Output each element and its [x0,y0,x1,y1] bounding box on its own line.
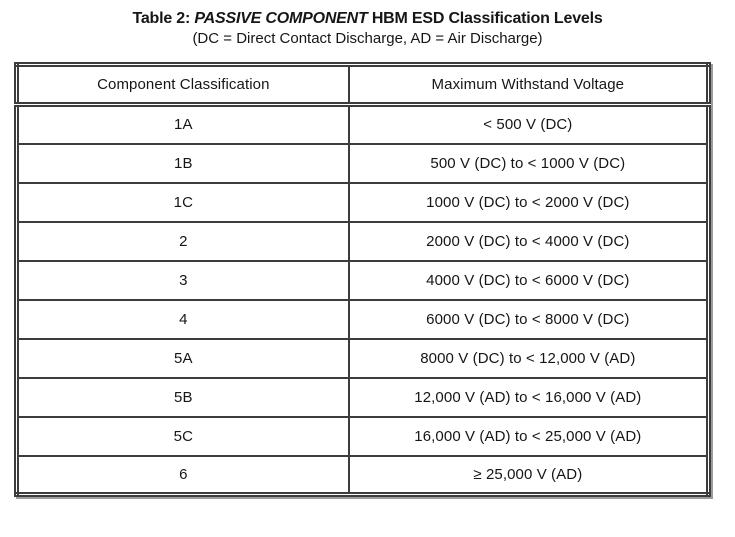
table-title-prefix: Table 2: [132,10,195,27]
classification-cell: 6 [16,454,350,495]
table-row: 6 ≥ 25,000 V (AD) [16,454,709,495]
table-row: 1C 1000 V (DC) to < 2000 V (DC) [16,181,709,222]
table-header: Component Classification Maximum Withsta… [16,64,709,107]
table-row: 2 2000 V (DC) to < 4000 V (DC) [16,220,709,261]
voltage-cell: 500 V (DC) to < 1000 V (DC) [348,142,709,183]
voltage-cell: ≥ 25,000 V (AD) [348,454,709,495]
table-row: 5B 12,000 V (AD) to < 16,000 V (AD) [16,376,709,417]
voltage-cell: 4000 V (DC) to < 6000 V (DC) [348,259,709,300]
table-row: 1B 500 V (DC) to < 1000 V (DC) [16,142,709,183]
table-row: 3 4000 V (DC) to < 6000 V (DC) [16,259,709,300]
voltage-cell: 1000 V (DC) to < 2000 V (DC) [348,181,709,222]
voltage-cell: < 500 V (DC) [348,103,709,144]
voltage-cell: 8000 V (DC) to < 12,000 V (AD) [348,337,709,378]
table-row: 5A 8000 V (DC) to < 12,000 V (AD) [16,337,709,378]
classification-cell: 5B [16,376,350,417]
classification-cell: 4 [16,298,350,339]
classification-cell: 1B [16,142,350,183]
header-component-classification: Component Classification [16,64,350,107]
classification-cell: 1C [16,181,350,222]
table-row: 5C 16,000 V (AD) to < 25,000 V (AD) [16,415,709,456]
table-row: 1A < 500 V (DC) [16,103,709,144]
voltage-cell: 12,000 V (AD) to < 16,000 V (AD) [348,376,709,417]
classification-cell: 1A [16,103,350,144]
classification-cell: 2 [16,220,350,261]
classification-cell: 5C [16,415,350,456]
header-maximum-withstand-voltage: Maximum Withstand Voltage [348,64,709,107]
voltage-cell: 6000 V (DC) to < 8000 V (DC) [348,298,709,339]
table-title-suffix: HBM ESD Classification Levels [367,10,603,27]
classification-cell: 3 [16,259,350,300]
table-subtitle: (DC = Direct Contact Discharge, AD = Air… [192,30,543,47]
table-body: 1A < 500 V (DC) 1B 500 V (DC) to < 1000 … [16,103,709,495]
table-title-emphasis: PASSIVE COMPONENT [194,10,368,27]
voltage-cell: 2000 V (DC) to < 4000 V (DC) [348,220,709,261]
header-row: Component Classification Maximum Withsta… [16,64,709,107]
voltage-cell: 16,000 V (AD) to < 25,000 V (AD) [348,415,709,456]
table-title: Table 2: PASSIVE COMPONENT HBM ESD Class… [0,8,735,29]
table-caption: Table 2: PASSIVE COMPONENT HBM ESD Class… [0,8,735,49]
table-row: 4 6000 V (DC) to < 8000 V (DC) [16,298,709,339]
classification-cell: 5A [16,337,350,378]
esd-classification-table: Component Classification Maximum Withsta… [14,62,711,497]
